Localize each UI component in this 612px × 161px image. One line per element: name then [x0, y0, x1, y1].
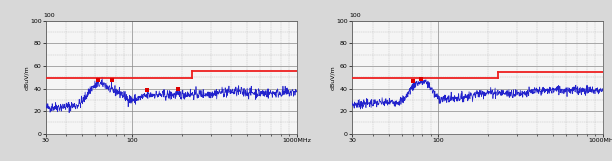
Text: 100: 100	[43, 13, 55, 18]
Text: 100: 100	[349, 13, 361, 18]
Y-axis label: dBuV/m: dBuV/m	[330, 65, 335, 90]
Y-axis label: dBuV/m: dBuV/m	[24, 65, 29, 90]
